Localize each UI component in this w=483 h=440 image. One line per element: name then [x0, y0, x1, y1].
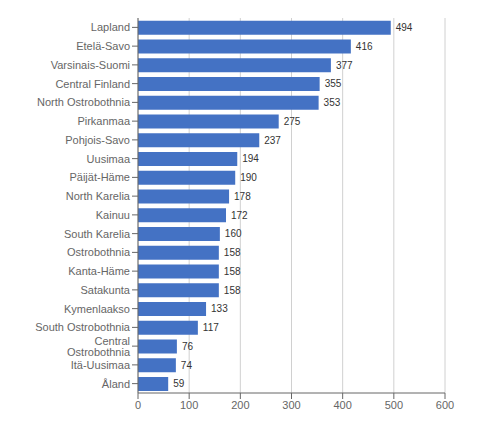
svg-text:Kainuu: Kainuu [96, 209, 130, 221]
svg-text:Åland: Åland [102, 378, 130, 390]
svg-text:Ostrobothnia: Ostrobothnia [67, 246, 131, 258]
svg-text:178: 178 [234, 191, 251, 202]
svg-text:160: 160 [225, 228, 242, 239]
svg-text:Itä-Uusimaa: Itä-Uusimaa [71, 359, 131, 371]
svg-text:190: 190 [240, 172, 257, 183]
svg-text:353: 353 [324, 97, 341, 108]
svg-text:172: 172 [231, 210, 248, 221]
svg-text:Varsinais-Suomi: Varsinais-Suomi [51, 59, 130, 71]
svg-text:CentralOstrobothnia: CentralOstrobothnia [67, 335, 131, 358]
svg-text:Pohjois-Savo: Pohjois-Savo [65, 134, 130, 146]
svg-text:100: 100 [180, 399, 198, 411]
svg-text:South Ostrobothnia: South Ostrobothnia [35, 321, 131, 333]
svg-text:0: 0 [135, 399, 141, 411]
svg-text:Uusimaa: Uusimaa [87, 153, 131, 165]
svg-text:74: 74 [181, 360, 193, 371]
svg-text:300: 300 [282, 399, 300, 411]
svg-text:355: 355 [325, 78, 342, 89]
svg-text:500: 500 [385, 399, 403, 411]
svg-text:Etelä-Savo: Etelä-Savo [76, 40, 130, 52]
svg-text:200: 200 [231, 399, 249, 411]
svg-text:400: 400 [333, 399, 351, 411]
svg-text:494: 494 [396, 22, 413, 33]
svg-text:Kymenlaakso: Kymenlaakso [64, 303, 130, 315]
svg-text:117: 117 [203, 322, 219, 333]
svg-text:North Ostrobothnia: North Ostrobothnia [37, 96, 131, 108]
svg-text:South Karelia: South Karelia [64, 228, 131, 240]
svg-text:133: 133 [211, 303, 228, 314]
svg-text:Kanta-Häme: Kanta-Häme [68, 265, 130, 277]
svg-text:North Karelia: North Karelia [66, 190, 131, 202]
svg-text:Satakunta: Satakunta [80, 284, 130, 296]
svg-text:Päijät-Häme: Päijät-Häme [69, 171, 130, 183]
svg-text:237: 237 [264, 135, 281, 146]
svg-text:76: 76 [182, 341, 194, 352]
svg-text:600: 600 [436, 399, 454, 411]
svg-text:158: 158 [224, 266, 241, 277]
svg-text:194: 194 [242, 153, 259, 164]
svg-text:416: 416 [356, 41, 373, 52]
svg-text:158: 158 [224, 285, 241, 296]
svg-text:275: 275 [284, 116, 301, 127]
svg-text:Pirkanmaa: Pirkanmaa [77, 115, 130, 127]
svg-text:Central Finland: Central Finland [55, 78, 130, 90]
svg-text:59: 59 [173, 378, 185, 389]
svg-text:158: 158 [224, 247, 241, 258]
svg-text:377: 377 [336, 60, 353, 71]
svg-text:Lapland: Lapland [91, 21, 130, 33]
